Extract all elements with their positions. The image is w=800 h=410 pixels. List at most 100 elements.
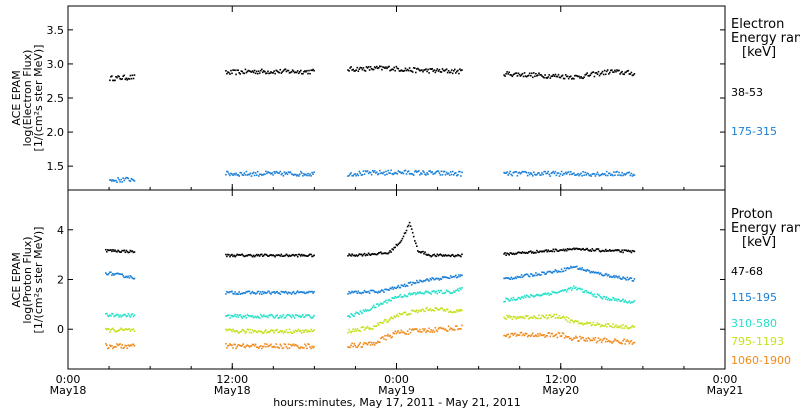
proton-series-3-point bbox=[623, 327, 625, 330]
electron-series-0-point bbox=[436, 68, 439, 70]
proton-series-2-point bbox=[415, 293, 417, 296]
proton-series-3-point bbox=[540, 317, 542, 319]
electron-series-0-point bbox=[373, 66, 376, 68]
electron-series-1-point bbox=[565, 173, 568, 175]
electron-series-0-point bbox=[279, 68, 282, 71]
proton-series-2-point bbox=[587, 291, 589, 293]
proton-series-0-point bbox=[407, 224, 410, 227]
proton-series-2-point bbox=[120, 316, 122, 318]
proton-series-3-point bbox=[538, 314, 540, 317]
electron-series-1-point bbox=[112, 179, 114, 181]
proton-series-4-point bbox=[230, 344, 232, 346]
proton-series-4-point bbox=[574, 337, 576, 339]
proton-series-1-point bbox=[443, 276, 446, 278]
proton-series-3-point bbox=[392, 317, 394, 320]
proton-series-3-point bbox=[389, 318, 391, 320]
proton-series-2-point bbox=[355, 311, 357, 314]
electron-series-0-point bbox=[274, 72, 276, 75]
electron-series-1-point bbox=[262, 174, 264, 176]
electron-series-0-point bbox=[445, 68, 448, 70]
proton-series-3-point bbox=[519, 315, 522, 318]
proton-series-4-point bbox=[532, 332, 534, 335]
proton-series-4-point bbox=[258, 345, 261, 348]
proton-series-2-point bbox=[570, 286, 572, 289]
electron-series-0-point bbox=[268, 72, 270, 75]
proton-series-4-point bbox=[534, 335, 536, 337]
proton-series-0-point bbox=[412, 235, 415, 238]
proton-series-4-point bbox=[610, 340, 612, 343]
proton-series-3-point bbox=[418, 310, 420, 312]
electron-series-1-point bbox=[503, 171, 505, 174]
proton-series-4-point bbox=[543, 334, 545, 336]
proton-series-2-point bbox=[426, 291, 428, 293]
proton-series-3-point bbox=[537, 317, 539, 320]
proton-series-1-point bbox=[114, 273, 116, 275]
proton-series-1-point bbox=[309, 290, 311, 293]
electron-series-0-point bbox=[271, 72, 273, 74]
electron-series-0-point bbox=[527, 74, 530, 77]
electron-panel-frame bbox=[67, 5, 726, 191]
proton-series-4-point bbox=[115, 346, 117, 348]
electron-series-0-point bbox=[414, 67, 416, 69]
proton-series-1-point bbox=[282, 291, 285, 293]
electron-series-0-point bbox=[289, 71, 292, 74]
proton-series-4-point bbox=[127, 344, 130, 346]
proton-series-3-point bbox=[382, 322, 384, 324]
electron-series-1-point bbox=[365, 170, 368, 173]
proton-series-3-point bbox=[407, 313, 410, 315]
proton-series-0-point bbox=[579, 248, 581, 250]
proton-series-4-point bbox=[519, 332, 522, 334]
proton-series-2-point bbox=[430, 293, 432, 295]
electron-series-0-point bbox=[510, 74, 512, 76]
proton-series-4-point bbox=[609, 341, 611, 343]
electron-ytick-label: 3.0 bbox=[47, 58, 65, 71]
electron-series-1-point bbox=[591, 173, 594, 175]
proton-series-2-point bbox=[447, 290, 450, 293]
proton-series-3-point bbox=[611, 326, 613, 328]
proton-series-4-point bbox=[550, 332, 553, 335]
proton-series-0-point bbox=[392, 248, 394, 251]
electron-series-0-point bbox=[121, 78, 123, 80]
proton-series-2-point bbox=[454, 291, 456, 293]
proton-series-2-point bbox=[284, 316, 287, 319]
electron-series-1-point bbox=[524, 171, 527, 173]
electron-series-0-point bbox=[545, 77, 547, 79]
proton-series-4-point bbox=[573, 337, 575, 339]
electron-series-1-point bbox=[386, 173, 388, 176]
proton-series-4-point bbox=[384, 335, 386, 337]
electron-series-1-point bbox=[382, 172, 384, 175]
electron-series-1-point bbox=[257, 175, 260, 177]
proton-series-1-point bbox=[362, 291, 365, 294]
electron-series-0-point bbox=[627, 69, 630, 72]
proton-series-0-point bbox=[235, 254, 237, 257]
proton-series-4-point bbox=[458, 328, 460, 330]
proton-series-4-point bbox=[284, 343, 287, 346]
proton-series-3-point bbox=[420, 310, 422, 313]
proton-series-1-point bbox=[551, 272, 554, 274]
electron-series-1-point bbox=[584, 171, 586, 174]
electron-series-0-point bbox=[351, 69, 353, 71]
proton-series-0-point bbox=[509, 252, 511, 254]
proton-series-1-point bbox=[562, 270, 565, 272]
proton-series-2-point bbox=[248, 315, 251, 317]
proton-series-4-point bbox=[251, 343, 254, 346]
proton-series-4-point bbox=[265, 345, 267, 348]
proton-series-1-point bbox=[583, 269, 585, 271]
proton-series-2-point bbox=[231, 315, 233, 317]
electron-series-1-point bbox=[237, 174, 239, 176]
electron-series-1-point bbox=[517, 172, 520, 174]
proton-series-0-point bbox=[275, 254, 277, 256]
electron-series-0-point bbox=[605, 70, 608, 73]
proton-series-3-point bbox=[132, 328, 135, 330]
electron-series-0-point bbox=[130, 77, 133, 80]
electron-series-0-point bbox=[443, 70, 446, 72]
proton-series-1-point bbox=[561, 270, 564, 273]
electron-series-1-point bbox=[610, 174, 612, 176]
proton-series-3-point bbox=[282, 332, 285, 334]
proton-series-2-point bbox=[434, 291, 437, 294]
electron-series-0-point bbox=[370, 68, 373, 70]
proton-series-3-point bbox=[517, 317, 520, 319]
electron-series-1-point bbox=[126, 177, 129, 179]
proton-series-2-point bbox=[270, 313, 272, 316]
proton-series-4-point bbox=[356, 346, 359, 348]
